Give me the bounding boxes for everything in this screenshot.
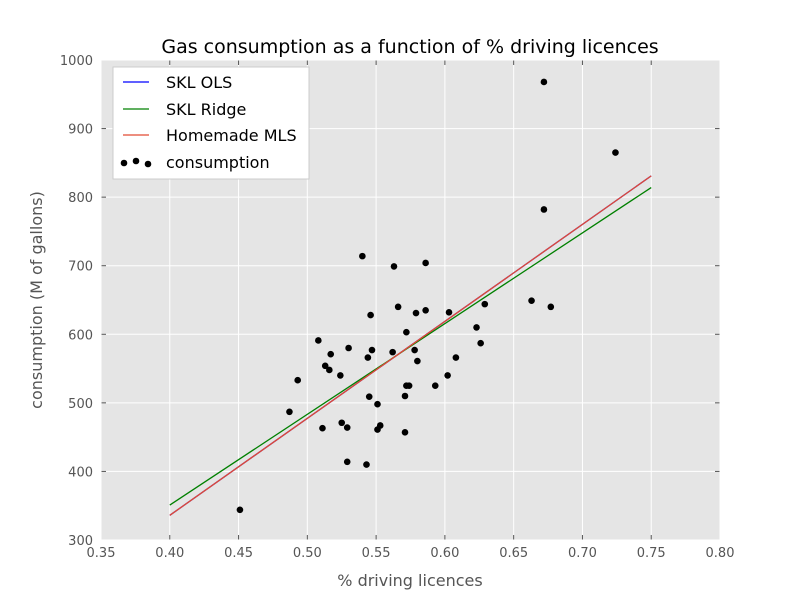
data-point bbox=[547, 303, 555, 311]
data-point bbox=[315, 337, 322, 344]
data-point bbox=[414, 357, 421, 365]
x-tick-label: 0.50 bbox=[293, 546, 322, 561]
data-point bbox=[368, 346, 376, 354]
data-point bbox=[394, 303, 402, 311]
y-axis-label: consumption (M of gallons) bbox=[27, 191, 46, 409]
x-tick-label: 0.35 bbox=[87, 546, 116, 561]
homemade-mls-line bbox=[169, 175, 652, 516]
y-tick-label: 900 bbox=[68, 123, 93, 138]
legend-marker-consumption bbox=[144, 160, 152, 168]
data-point bbox=[540, 206, 548, 213]
data-point bbox=[422, 259, 429, 267]
data-point bbox=[374, 400, 381, 408]
chart-title: Gas consumption as a function of % drivi… bbox=[161, 36, 658, 58]
data-point bbox=[477, 339, 484, 347]
legend-marker-consumption bbox=[120, 159, 128, 167]
data-point bbox=[365, 393, 373, 400]
data-point bbox=[326, 366, 333, 374]
data-point bbox=[236, 506, 244, 514]
x-tick-label: 0.40 bbox=[155, 546, 184, 561]
x-tick-label: 0.55 bbox=[362, 546, 391, 561]
x-tick-label: 0.60 bbox=[430, 546, 459, 561]
data-point bbox=[431, 382, 439, 390]
y-tick-label: 500 bbox=[68, 397, 93, 412]
data-point bbox=[359, 252, 366, 260]
data-point bbox=[452, 354, 460, 361]
data-point bbox=[401, 392, 409, 400]
legend-label-consumption: consumption bbox=[166, 153, 270, 172]
data-point bbox=[473, 324, 480, 331]
plot-frame bbox=[100, 59, 721, 541]
data-point bbox=[294, 376, 302, 384]
legend-label-skl-ridge: SKL Ridge bbox=[166, 100, 246, 119]
x-tick-label: 0.80 bbox=[706, 546, 735, 561]
data-point bbox=[540, 78, 548, 86]
data-point bbox=[401, 429, 409, 436]
data-point bbox=[363, 461, 370, 468]
data-point bbox=[321, 362, 329, 370]
data-point bbox=[337, 372, 344, 379]
data-point bbox=[403, 328, 410, 336]
legend: SKL OLS SKL Ridge Homemade MLS consumpti… bbox=[112, 66, 310, 180]
data-point bbox=[405, 382, 413, 390]
y-tick-label: 600 bbox=[68, 328, 93, 343]
data-point bbox=[343, 458, 351, 466]
data-point bbox=[412, 309, 420, 317]
y-tick-label: 800 bbox=[68, 191, 93, 206]
data-point bbox=[389, 348, 396, 356]
data-point bbox=[422, 306, 429, 314]
y-tick-label: 700 bbox=[68, 260, 93, 275]
x-tick-label: 0.45 bbox=[224, 546, 253, 561]
x-axis-label: % driving licences bbox=[337, 571, 482, 590]
data-point bbox=[612, 149, 619, 156]
data-point bbox=[445, 309, 453, 316]
data-point bbox=[327, 350, 335, 358]
x-tick-label: 0.75 bbox=[637, 546, 666, 561]
data-point bbox=[444, 372, 451, 379]
data-point bbox=[411, 346, 418, 354]
y-tick-label: 300 bbox=[68, 534, 93, 549]
data-point bbox=[528, 297, 535, 304]
legend-marker-consumption bbox=[132, 157, 140, 165]
data-point bbox=[390, 263, 398, 270]
x-tick-labels: 0.35 0.40 0.45 0.50 0.55 0.60 0.65 0.70 0.75 0.80 bbox=[87, 546, 735, 561]
y-tick-labels: 300 400 500 600 700 800 900 1000 bbox=[60, 54, 93, 549]
data-point bbox=[343, 424, 351, 431]
legend-label-skl-ols: SKL OLS bbox=[166, 73, 232, 92]
data-point bbox=[367, 311, 374, 319]
data-point bbox=[319, 424, 326, 432]
y-tick-label: 1000 bbox=[60, 54, 93, 69]
data-point bbox=[364, 354, 372, 361]
data-point bbox=[338, 419, 346, 427]
regression-lines bbox=[169, 175, 652, 516]
scatter-points bbox=[236, 78, 619, 514]
legend-box bbox=[112, 66, 310, 180]
data-point bbox=[286, 408, 293, 416]
x-tick-label: 0.65 bbox=[499, 546, 528, 561]
data-point bbox=[376, 422, 384, 429]
legend-label-homemade-mls: Homemade MLS bbox=[166, 126, 297, 145]
y-tick-label: 400 bbox=[68, 465, 93, 480]
x-tick-label: 0.70 bbox=[568, 546, 597, 561]
data-point bbox=[345, 344, 352, 352]
data-point bbox=[481, 300, 489, 308]
